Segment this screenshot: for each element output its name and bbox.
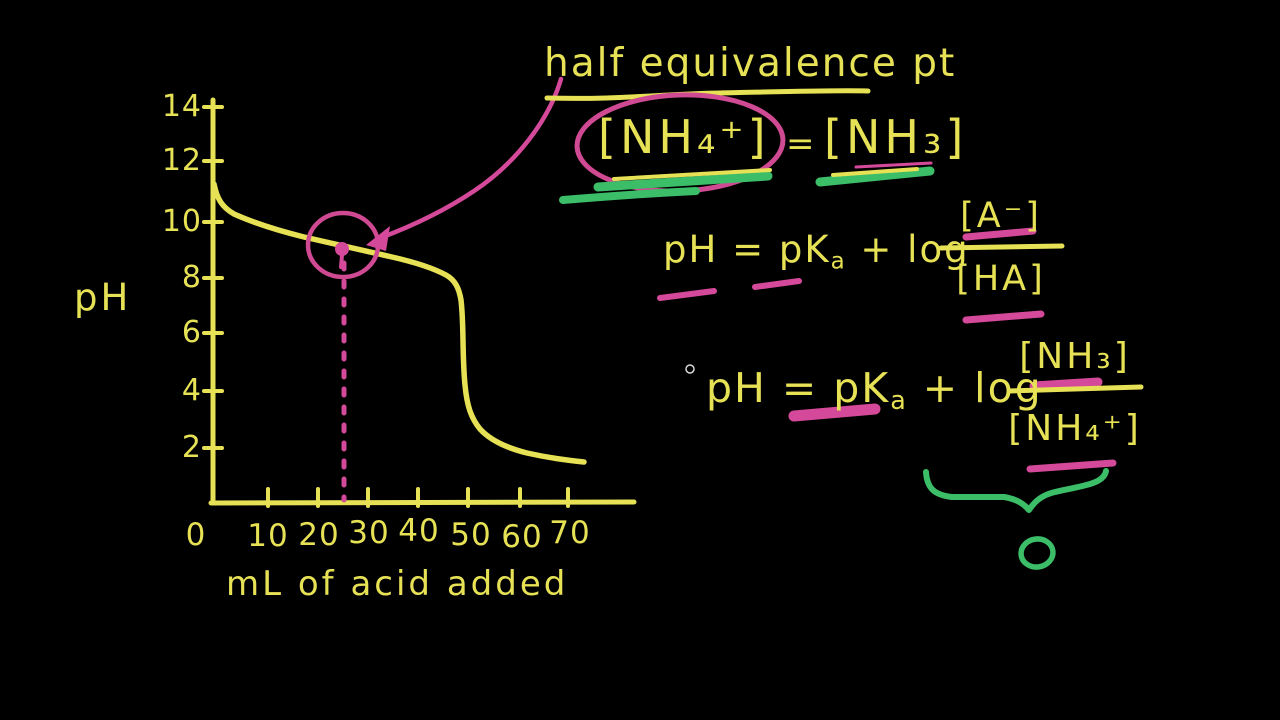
y-tick-label: 10 <box>161 204 202 239</box>
henderson-hasselbalch-general: pH = pKa + log <box>663 228 970 274</box>
underbrace <box>923 468 1109 513</box>
hh-general-numerator: [A⁻] <box>960 196 1042 236</box>
x-tick-label: 60 <box>501 519 543 555</box>
x-tick-label: 30 <box>348 515 390 551</box>
x-tick-label: 70 <box>549 515 591 551</box>
hh-ammonia-numerator: [NH₃] <box>1019 336 1131 377</box>
y-tick-label: 12 <box>161 143 202 178</box>
ammonium-green-highlight <box>593 171 773 192</box>
headline-underline <box>544 88 871 101</box>
hh-ammonia-pka-subscript: a <box>890 385 908 416</box>
half-equivalence-label: half equivalence pt <box>544 41 957 86</box>
henderson-hasselbalch-ammonia: pH = pKa + log <box>706 364 1043 415</box>
fraction-bar-2 <box>1006 384 1144 394</box>
nh3-highlight-2 <box>1029 377 1103 391</box>
hh-ammonia-prefix: pH = pK <box>706 364 891 412</box>
y-tick-label: 14 <box>161 89 202 124</box>
a-minus-underline <box>962 227 1037 241</box>
ph-underline-1 <box>657 288 717 301</box>
ammonium-green-highlight-2 <box>559 187 700 204</box>
ammonium-yellow-highlight <box>612 168 772 181</box>
y-tick-label: 4 <box>181 373 202 408</box>
y-tick-label: 2 <box>181 430 202 465</box>
x-tick-label: 10 <box>247 518 289 554</box>
ammonium-concentration: [NH₄⁺] <box>598 110 770 164</box>
hh-general-prefix: pH = pK <box>663 228 831 271</box>
x-axis-line <box>208 499 637 506</box>
x-tick-label: 40 <box>398 513 440 549</box>
x-axis-title: mL of acid added <box>226 564 569 604</box>
hh-ammonia-denominator: [NH₄⁺] <box>1008 408 1142 449</box>
annotation-arrow-curve <box>377 76 564 241</box>
ammonia-yellow-highlight <box>831 167 919 177</box>
x-tick-label: 0 <box>185 517 207 553</box>
cursor-dot <box>685 364 695 374</box>
pka-highlight-2 <box>788 403 881 422</box>
ammonia-pink-edge <box>854 161 933 169</box>
titration-curve <box>211 181 587 465</box>
half-equivalence-point <box>335 242 349 256</box>
hh-general-suffix: + log <box>846 228 970 271</box>
y-axis-ticks <box>202 105 224 450</box>
ha-underline <box>962 310 1045 324</box>
zero-mark <box>1018 536 1056 570</box>
pka-underline-1 <box>752 278 802 290</box>
point-tail <box>339 253 344 269</box>
nh4-underline-2 <box>1026 459 1117 473</box>
x-tick-label: 50 <box>450 517 492 553</box>
fraction-bar-1 <box>938 243 1065 251</box>
x-axis-ticks <box>266 487 570 508</box>
hh-general-denominator: [HA] <box>956 259 1046 299</box>
hh-ammonia-suffix: + log <box>907 364 1043 412</box>
ammonia-concentration: [NH₃] <box>824 110 968 164</box>
equals-sign: = <box>786 124 815 164</box>
ammonia-green-highlight <box>815 166 935 187</box>
x-tick-label: 20 <box>298 517 340 553</box>
hh-general-pka-subscript: a <box>830 248 847 275</box>
y-tick-label: 8 <box>181 260 202 295</box>
y-axis-title: pH <box>74 276 132 319</box>
annotation-arrow-head <box>366 226 390 251</box>
y-tick-label: 6 <box>181 315 202 350</box>
